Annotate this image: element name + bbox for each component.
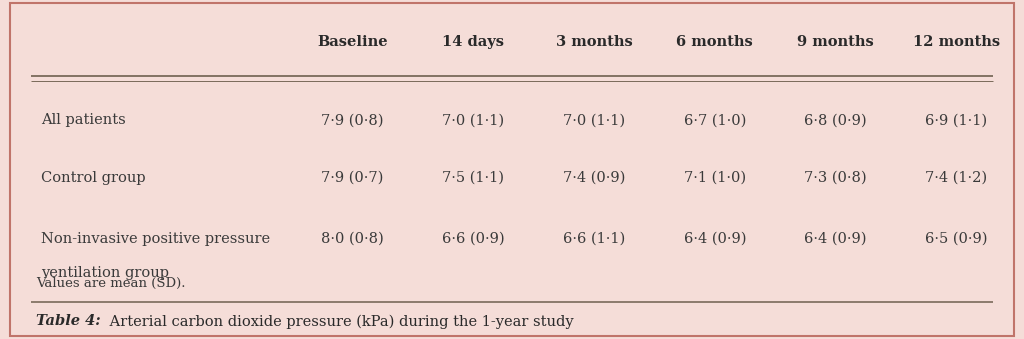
- Text: 6·7 (1·0): 6·7 (1·0): [684, 113, 745, 127]
- Text: 6·6 (0·9): 6·6 (0·9): [441, 232, 505, 246]
- Text: 6·4 (0·9): 6·4 (0·9): [683, 232, 746, 246]
- Text: 6·8 (0·9): 6·8 (0·9): [804, 113, 867, 127]
- Text: Table 4:: Table 4:: [36, 314, 100, 328]
- Text: Non-invasive positive pressure: Non-invasive positive pressure: [41, 232, 270, 246]
- Text: 7·9 (0·7): 7·9 (0·7): [322, 171, 383, 185]
- Text: 7·3 (0·8): 7·3 (0·8): [804, 171, 867, 185]
- Text: 6 months: 6 months: [677, 35, 753, 49]
- Text: 6·5 (0·9): 6·5 (0·9): [925, 232, 988, 246]
- Text: 8·0 (0·8): 8·0 (0·8): [321, 232, 384, 246]
- Text: 6·6 (1·1): 6·6 (1·1): [563, 232, 625, 246]
- Text: 9 months: 9 months: [798, 35, 873, 49]
- Text: 6·4 (0·9): 6·4 (0·9): [804, 232, 867, 246]
- FancyBboxPatch shape: [10, 3, 1014, 336]
- Text: 7·1 (1·0): 7·1 (1·0): [684, 171, 745, 185]
- Text: All patients: All patients: [41, 113, 126, 127]
- Text: Control group: Control group: [41, 171, 145, 185]
- Text: 7·4 (1·2): 7·4 (1·2): [926, 171, 987, 185]
- Text: Arterial carbon dioxide pressure (kPa) during the 1-year study: Arterial carbon dioxide pressure (kPa) d…: [105, 314, 574, 328]
- Text: 6·9 (1·1): 6·9 (1·1): [926, 113, 987, 127]
- Text: 14 days: 14 days: [442, 35, 504, 49]
- Text: Values are mean (SD).: Values are mean (SD).: [36, 277, 185, 290]
- Text: 3 months: 3 months: [556, 35, 632, 49]
- Text: Baseline: Baseline: [317, 35, 387, 49]
- Text: 7·0 (1·1): 7·0 (1·1): [563, 113, 625, 127]
- Text: 7·0 (1·1): 7·0 (1·1): [442, 113, 504, 127]
- Text: ventilation group: ventilation group: [41, 266, 169, 280]
- Text: 12 months: 12 months: [912, 35, 1000, 49]
- Text: 7·4 (0·9): 7·4 (0·9): [563, 171, 625, 185]
- Text: 7·9 (0·8): 7·9 (0·8): [321, 113, 384, 127]
- Text: 7·5 (1·1): 7·5 (1·1): [442, 171, 504, 185]
